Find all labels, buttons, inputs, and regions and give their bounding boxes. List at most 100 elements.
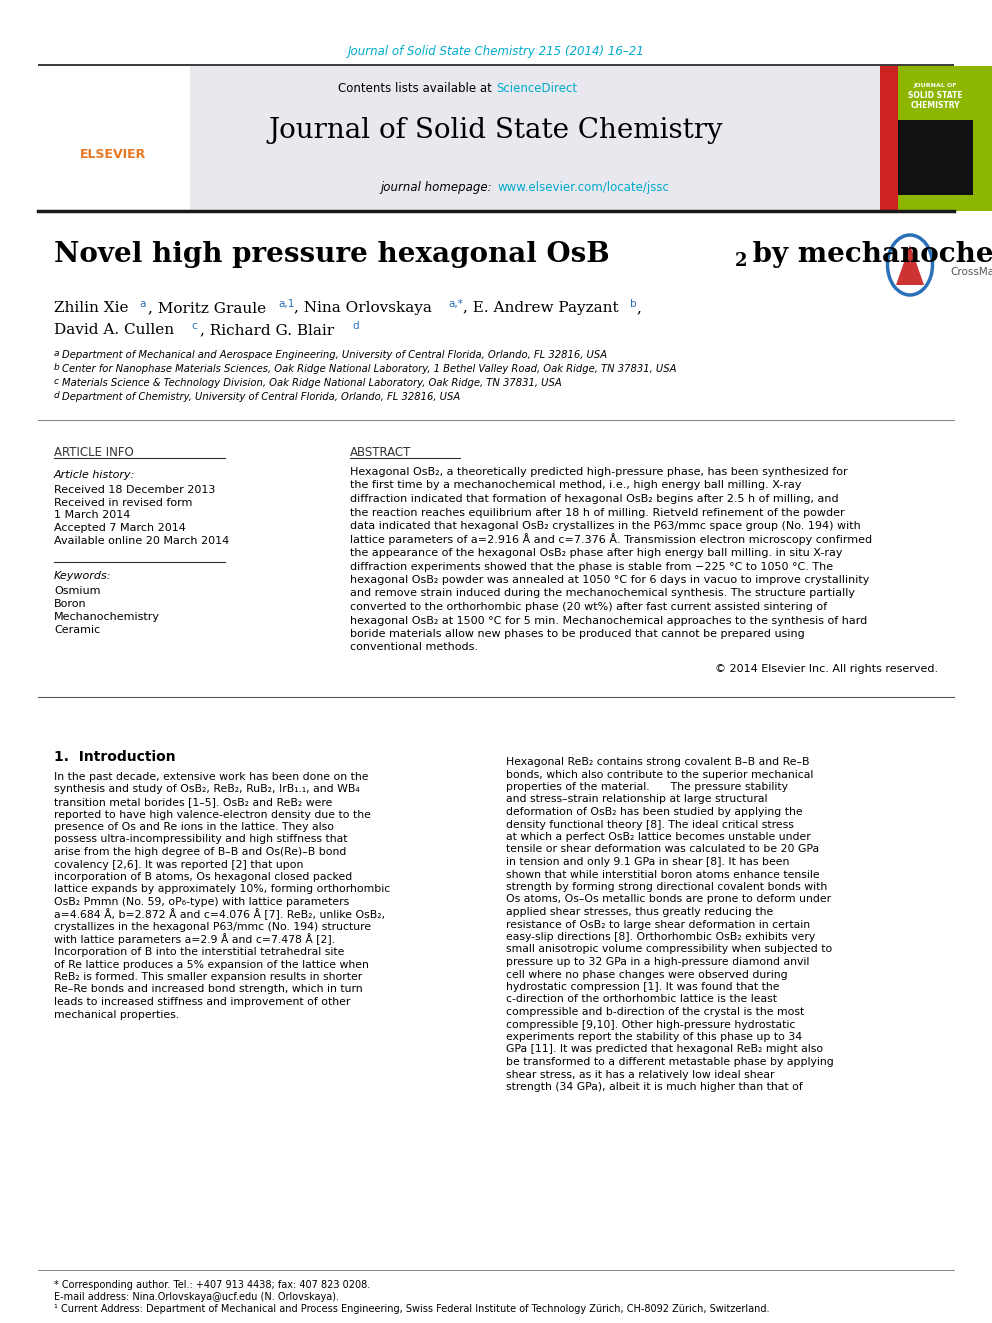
Text: ¹ Current Address: Department of Mechanical and Process Engineering, Swiss Feder: ¹ Current Address: Department of Mechani… — [54, 1304, 770, 1314]
Text: Re–Re bonds and increased bond strength, which in turn: Re–Re bonds and increased bond strength,… — [54, 984, 363, 995]
Text: a: a — [139, 299, 146, 310]
Text: Center for Nanophase Materials Sciences, Oak Ridge National Laboratory, 1 Bethel: Center for Nanophase Materials Sciences,… — [62, 364, 677, 374]
Text: Journal of Solid State Chemistry 215 (2014) 16–21: Journal of Solid State Chemistry 215 (20… — [347, 45, 645, 58]
Text: journal homepage:: journal homepage: — [381, 181, 496, 194]
Text: applied shear stresses, thus greatly reducing the: applied shear stresses, thus greatly red… — [506, 908, 773, 917]
Text: a: a — [54, 348, 60, 357]
Text: d: d — [352, 321, 359, 331]
Text: Incorporation of B into the interstitial tetrahedral site: Incorporation of B into the interstitial… — [54, 947, 344, 957]
Text: properties of the material.      The pressure stability: properties of the material. The pressure… — [506, 782, 788, 792]
Text: CrossMark: CrossMark — [950, 267, 992, 277]
Text: a,1: a,1 — [278, 299, 295, 310]
Text: compressible [9,10]. Other high-pressure hydrostatic: compressible [9,10]. Other high-pressure… — [506, 1020, 796, 1029]
Text: * Corresponding author. Tel.: +407 913 4438; fax: 407 823 0208.: * Corresponding author. Tel.: +407 913 4… — [54, 1279, 370, 1290]
Text: c: c — [191, 321, 196, 331]
Text: resistance of OsB₂ to large shear deformation in certain: resistance of OsB₂ to large shear deform… — [506, 919, 810, 930]
Text: easy-slip directions [8]. Orthorhombic OsB₂ exhibits very: easy-slip directions [8]. Orthorhombic O… — [506, 931, 815, 942]
Text: ReB₂ is formed. This smaller expansion results in shorter: ReB₂ is formed. This smaller expansion r… — [54, 972, 362, 982]
Text: Article history:: Article history: — [54, 470, 135, 480]
Text: density functional theory [8]. The ideal critical stress: density functional theory [8]. The ideal… — [506, 819, 794, 830]
Text: leads to increased stiffness and improvement of other: leads to increased stiffness and improve… — [54, 998, 350, 1007]
Text: shear stress, as it has a relatively low ideal shear: shear stress, as it has a relatively low… — [506, 1069, 775, 1080]
Text: Accepted 7 March 2014: Accepted 7 March 2014 — [54, 523, 186, 533]
Text: ELSEVIER: ELSEVIER — [80, 148, 146, 161]
Text: Osmium: Osmium — [54, 586, 100, 595]
Text: Hexagonal ReB₂ contains strong covalent B–B and Re–B: Hexagonal ReB₂ contains strong covalent … — [506, 757, 809, 767]
Text: CHEMISTRY: CHEMISTRY — [911, 101, 960, 110]
Text: Hexagonal OsB₂, a theoretically predicted high-pressure phase, has been synthesi: Hexagonal OsB₂, a theoretically predicte… — [350, 467, 847, 478]
Text: incorporation of B atoms, Os hexagonal closed packed: incorporation of B atoms, Os hexagonal c… — [54, 872, 352, 882]
Text: a=4.684 Å, b=2.872 Å and c=4.076 Å [7]. ReB₂, unlike OsB₂,: a=4.684 Å, b=2.872 Å and c=4.076 Å [7]. … — [54, 909, 385, 921]
Text: of Re lattice produces a 5% expansion of the lattice when: of Re lattice produces a 5% expansion of… — [54, 959, 369, 970]
Text: lattice expands by approximately 10%, forming orthorhombic: lattice expands by approximately 10%, fo… — [54, 885, 390, 894]
Text: 2: 2 — [735, 251, 748, 270]
Text: covalency [2,6]. It was reported [2] that upon: covalency [2,6]. It was reported [2] tha… — [54, 860, 304, 869]
Text: b: b — [630, 299, 637, 310]
Text: arise from the high degree of B–B and Os(Re)–B bond: arise from the high degree of B–B and Os… — [54, 847, 346, 857]
Text: Os atoms, Os–Os metallic bonds are prone to deform under: Os atoms, Os–Os metallic bonds are prone… — [506, 894, 831, 905]
Text: ScienceDirect: ScienceDirect — [496, 82, 577, 94]
Text: GPa [11]. It was predicted that hexagonal ReB₂ might also: GPa [11]. It was predicted that hexagona… — [506, 1044, 823, 1054]
Text: diffraction experiments showed that the phase is stable from −225 °C to 1050 °C.: diffraction experiments showed that the … — [350, 561, 833, 572]
Text: ,: , — [636, 302, 641, 315]
Text: In the past decade, extensive work has been done on the: In the past decade, extensive work has b… — [54, 773, 368, 782]
Text: conventional methods.: conventional methods. — [350, 643, 478, 652]
Text: Ceramic: Ceramic — [54, 624, 100, 635]
Text: David A. Cullen: David A. Cullen — [54, 323, 175, 337]
Text: , E. Andrew Payzant: , E. Andrew Payzant — [463, 302, 619, 315]
Text: experiments report the stability of this phase up to 34: experiments report the stability of this… — [506, 1032, 803, 1043]
Text: the first time by a mechanochemical method, i.e., high energy ball milling. X-ra: the first time by a mechanochemical meth… — [350, 480, 802, 491]
Text: Boron: Boron — [54, 599, 86, 609]
Text: crystallizes in the hexagonal P63/mmc (No. 194) structure: crystallizes in the hexagonal P63/mmc (N… — [54, 922, 371, 931]
Text: synthesis and study of OsB₂, ReB₂, RuB₂, IrB₁.₁, and WB₄: synthesis and study of OsB₂, ReB₂, RuB₂,… — [54, 785, 360, 795]
Text: a,*: a,* — [448, 299, 463, 310]
Text: 1.  Introduction: 1. Introduction — [54, 750, 176, 763]
Text: Available online 20 March 2014: Available online 20 March 2014 — [54, 536, 229, 546]
Text: ARTICLE INFO: ARTICLE INFO — [54, 446, 134, 459]
Text: OsB₂ Pmmn (No. 59, oP₆-type) with lattice parameters: OsB₂ Pmmn (No. 59, oP₆-type) with lattic… — [54, 897, 349, 908]
Text: c-direction of the orthorhombic lattice is the least: c-direction of the orthorhombic lattice … — [506, 995, 777, 1004]
Text: data indicated that hexagonal OsB₂ crystallizes in the P63/mmc space group (No. : data indicated that hexagonal OsB₂ cryst… — [350, 521, 861, 531]
Text: deformation of OsB₂ has been studied by applying the: deformation of OsB₂ has been studied by … — [506, 807, 803, 818]
Text: Department of Mechanical and Aerospace Engineering, University of Central Florid: Department of Mechanical and Aerospace E… — [62, 351, 607, 360]
Text: the appearance of the hexagonal OsB₂ phase after high energy ball milling. in si: the appearance of the hexagonal OsB₂ pha… — [350, 548, 842, 558]
Text: c: c — [54, 377, 59, 385]
Text: d: d — [54, 390, 60, 400]
Text: at which a perfect OsB₂ lattice becomes unstable under: at which a perfect OsB₂ lattice becomes … — [506, 832, 810, 841]
Text: in tension and only 9.1 GPa in shear [8]. It has been: in tension and only 9.1 GPa in shear [8]… — [506, 857, 790, 867]
Text: cell where no phase changes were observed during: cell where no phase changes were observe… — [506, 970, 788, 979]
Text: Novel high pressure hexagonal OsB: Novel high pressure hexagonal OsB — [54, 242, 610, 269]
Text: E-mail address: Nina.Orlovskaya@ucf.edu (N. Orlovskaya).: E-mail address: Nina.Orlovskaya@ucf.edu … — [54, 1293, 339, 1302]
Text: by mechanochemistry: by mechanochemistry — [743, 242, 992, 269]
Text: b: b — [54, 363, 60, 372]
Text: lattice parameters of a=2.916 Å and c=7.376 Å. Transmission electron microscopy : lattice parameters of a=2.916 Å and c=7.… — [350, 533, 872, 545]
Text: boride materials allow new phases to be produced that cannot be prepared using: boride materials allow new phases to be … — [350, 628, 805, 639]
Text: Journal of Solid State Chemistry: Journal of Solid State Chemistry — [269, 116, 723, 143]
Text: , Moritz Graule: , Moritz Graule — [148, 302, 266, 315]
Text: converted to the orthorhombic phase (20 wt%) after fast current assisted sinteri: converted to the orthorhombic phase (20 … — [350, 602, 827, 613]
Text: Zhilin Xie: Zhilin Xie — [54, 302, 129, 315]
Text: 1 March 2014: 1 March 2014 — [54, 509, 130, 520]
Text: with lattice parameters a=2.9 Å and c=7.478 Å [2].: with lattice parameters a=2.9 Å and c=7.… — [54, 934, 335, 946]
Text: tensile or shear deformation was calculated to be 20 GPa: tensile or shear deformation was calcula… — [506, 844, 819, 855]
Bar — [898, 120, 973, 194]
Text: the reaction reaches equilibrium after 18 h of milling. Rietveld refinement of t: the reaction reaches equilibrium after 1… — [350, 508, 844, 517]
Text: ABSTRACT: ABSTRACT — [350, 446, 412, 459]
Text: bonds, which also contribute to the superior mechanical: bonds, which also contribute to the supe… — [506, 770, 813, 779]
Text: and remove strain induced during the mechanochemical synthesis. The structure pa: and remove strain induced during the mec… — [350, 589, 855, 598]
Text: , Richard G. Blair: , Richard G. Blair — [200, 323, 334, 337]
Text: www.elsevier.com/locate/jssc: www.elsevier.com/locate/jssc — [497, 181, 669, 194]
Text: possess ultra-incompressibility and high stiffness that: possess ultra-incompressibility and high… — [54, 835, 347, 844]
Text: Contents lists available at: Contents lists available at — [338, 82, 496, 94]
Text: Keywords:: Keywords: — [54, 572, 111, 581]
Text: diffraction indicated that formation of hexagonal OsB₂ begins after 2.5 h of mil: diffraction indicated that formation of … — [350, 493, 838, 504]
Text: compressible and b-direction of the crystal is the most: compressible and b-direction of the crys… — [506, 1007, 805, 1017]
Text: presence of Os and Re ions in the lattice. They also: presence of Os and Re ions in the lattic… — [54, 822, 334, 832]
Text: small anisotropic volume compressibility when subjected to: small anisotropic volume compressibility… — [506, 945, 832, 954]
Text: hexagonal OsB₂ at 1500 °C for 5 min. Mechanochemical approaches to the synthesis: hexagonal OsB₂ at 1500 °C for 5 min. Mec… — [350, 615, 867, 626]
Text: Mechanochemistry: Mechanochemistry — [54, 613, 160, 622]
Bar — [880, 66, 992, 210]
Text: Materials Science & Technology Division, Oak Ridge National Laboratory, Oak Ridg: Materials Science & Technology Division,… — [62, 378, 561, 388]
Bar — [38, 66, 190, 210]
Text: reported to have high valence-electron density due to the: reported to have high valence-electron d… — [54, 810, 371, 819]
